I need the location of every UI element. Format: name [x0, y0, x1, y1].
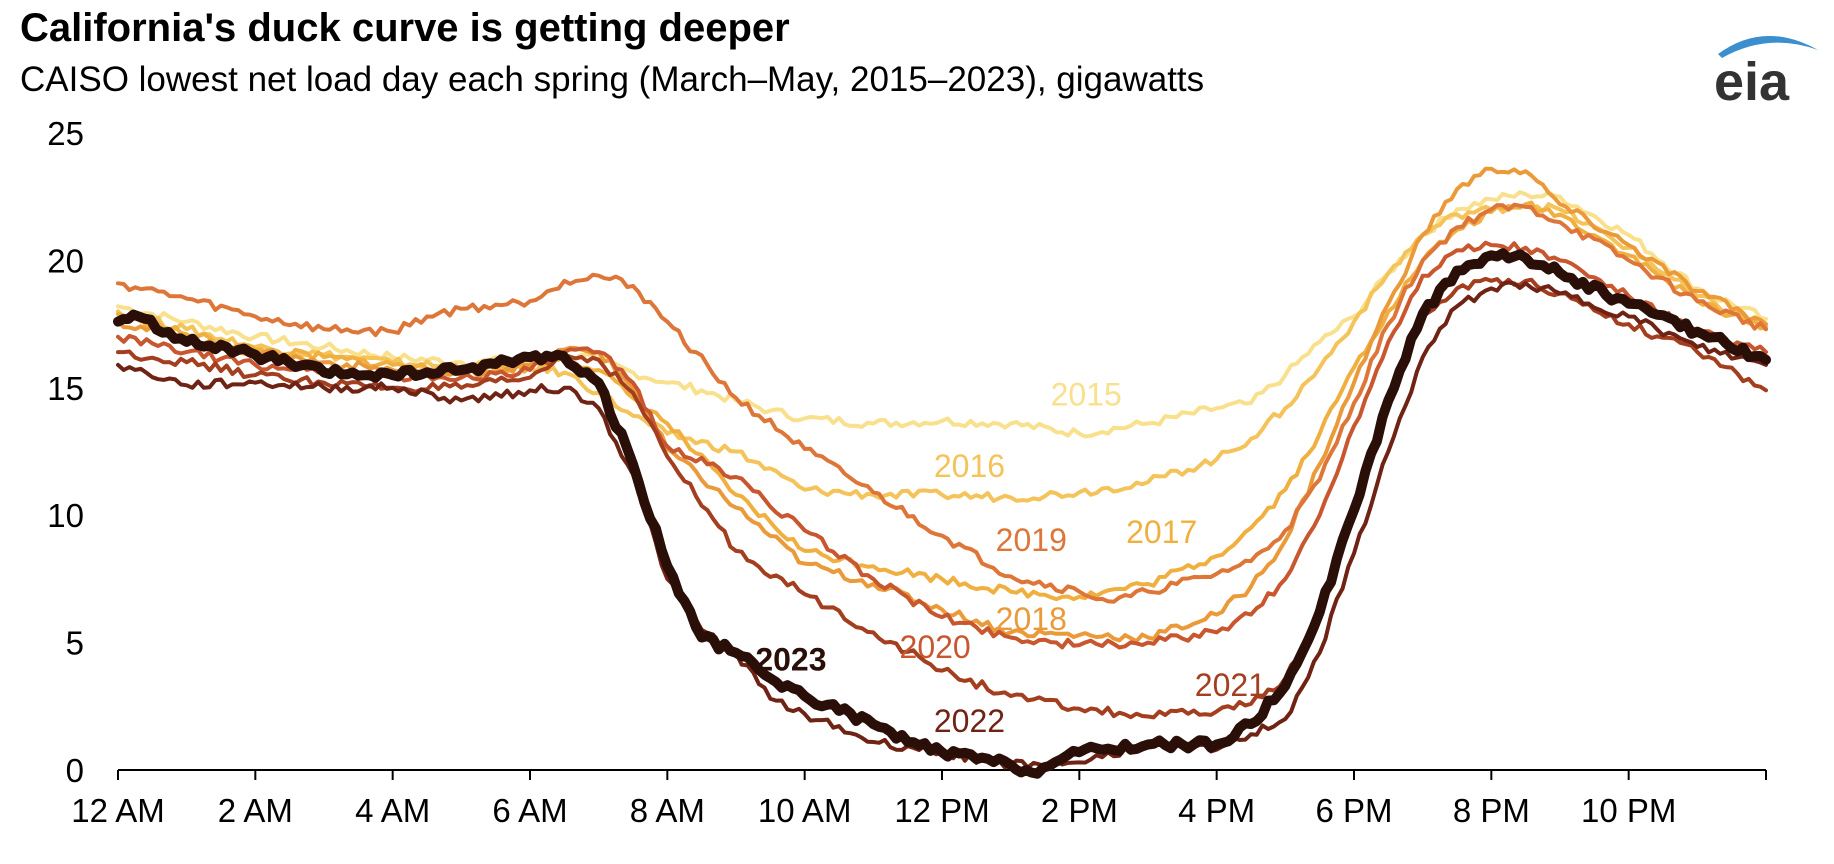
- x-tick-label: 2 PM: [1041, 792, 1118, 829]
- x-tick-label: 12 AM: [71, 792, 165, 829]
- series-line-2015: [116, 190, 1768, 439]
- series-line-2020: [116, 240, 1768, 650]
- y-tick-label: 15: [47, 370, 84, 407]
- series-label-2019: 2019: [996, 522, 1067, 558]
- y-tick-label: 20: [47, 242, 84, 279]
- y-tick-label: 25: [47, 115, 84, 152]
- x-tick-label: 6 PM: [1315, 792, 1392, 829]
- series-line-2019: [116, 202, 1768, 604]
- series-lines: [113, 166, 1771, 779]
- y-tick-label: 10: [47, 497, 84, 534]
- series-labels: 2015 2016 2017 2018 2019 2020 2021 2022 2023: [755, 377, 1266, 739]
- series-label-2017: 2017: [1126, 514, 1197, 550]
- x-tick-label: 6 AM: [492, 792, 567, 829]
- y-tick-label: 0: [66, 752, 84, 789]
- x-tick-label: 4 PM: [1178, 792, 1255, 829]
- series-label-2016: 2016: [934, 448, 1005, 484]
- y-tick-label: 5: [66, 625, 84, 662]
- chart-title: California's duck curve is getting deepe…: [20, 6, 790, 50]
- logo-swoosh: [1718, 35, 1818, 58]
- x-tick-label: 10 AM: [758, 792, 852, 829]
- x-tick-label: 8 AM: [630, 792, 705, 829]
- x-tick-label: 10 PM: [1581, 792, 1676, 829]
- series-label-2022: 2022: [934, 703, 1005, 739]
- series-line-2023: [113, 248, 1771, 779]
- eia-swoosh-logo: eia: [1714, 35, 1818, 106]
- x-axis: 12 AM 2 AM 4 AM 6 AM 8 AM 10 AM 12 PM 2 PM 4 PM 6…: [71, 769, 1767, 829]
- series-label-2021: 2021: [1195, 667, 1266, 703]
- y-axis-ticks: 0 5 10 15 20 25: [47, 115, 84, 789]
- series-line-2018: [116, 166, 1768, 644]
- series-label-2020: 2020: [900, 629, 971, 665]
- x-tick-label: 2 AM: [218, 792, 293, 829]
- series-label-2015: 2015: [1051, 377, 1122, 413]
- series-line-2017: [116, 200, 1768, 602]
- chart-subtitle: CAISO lowest net load day each spring (M…: [20, 60, 1205, 99]
- x-tick-label: 4 AM: [355, 792, 430, 829]
- x-tick-label: 12 PM: [894, 792, 989, 829]
- logo-text: eia: [1714, 52, 1790, 106]
- series-label-2018: 2018: [996, 601, 1067, 637]
- x-tick-label: 8 PM: [1453, 792, 1530, 829]
- series-label-2023: 2023: [755, 642, 826, 678]
